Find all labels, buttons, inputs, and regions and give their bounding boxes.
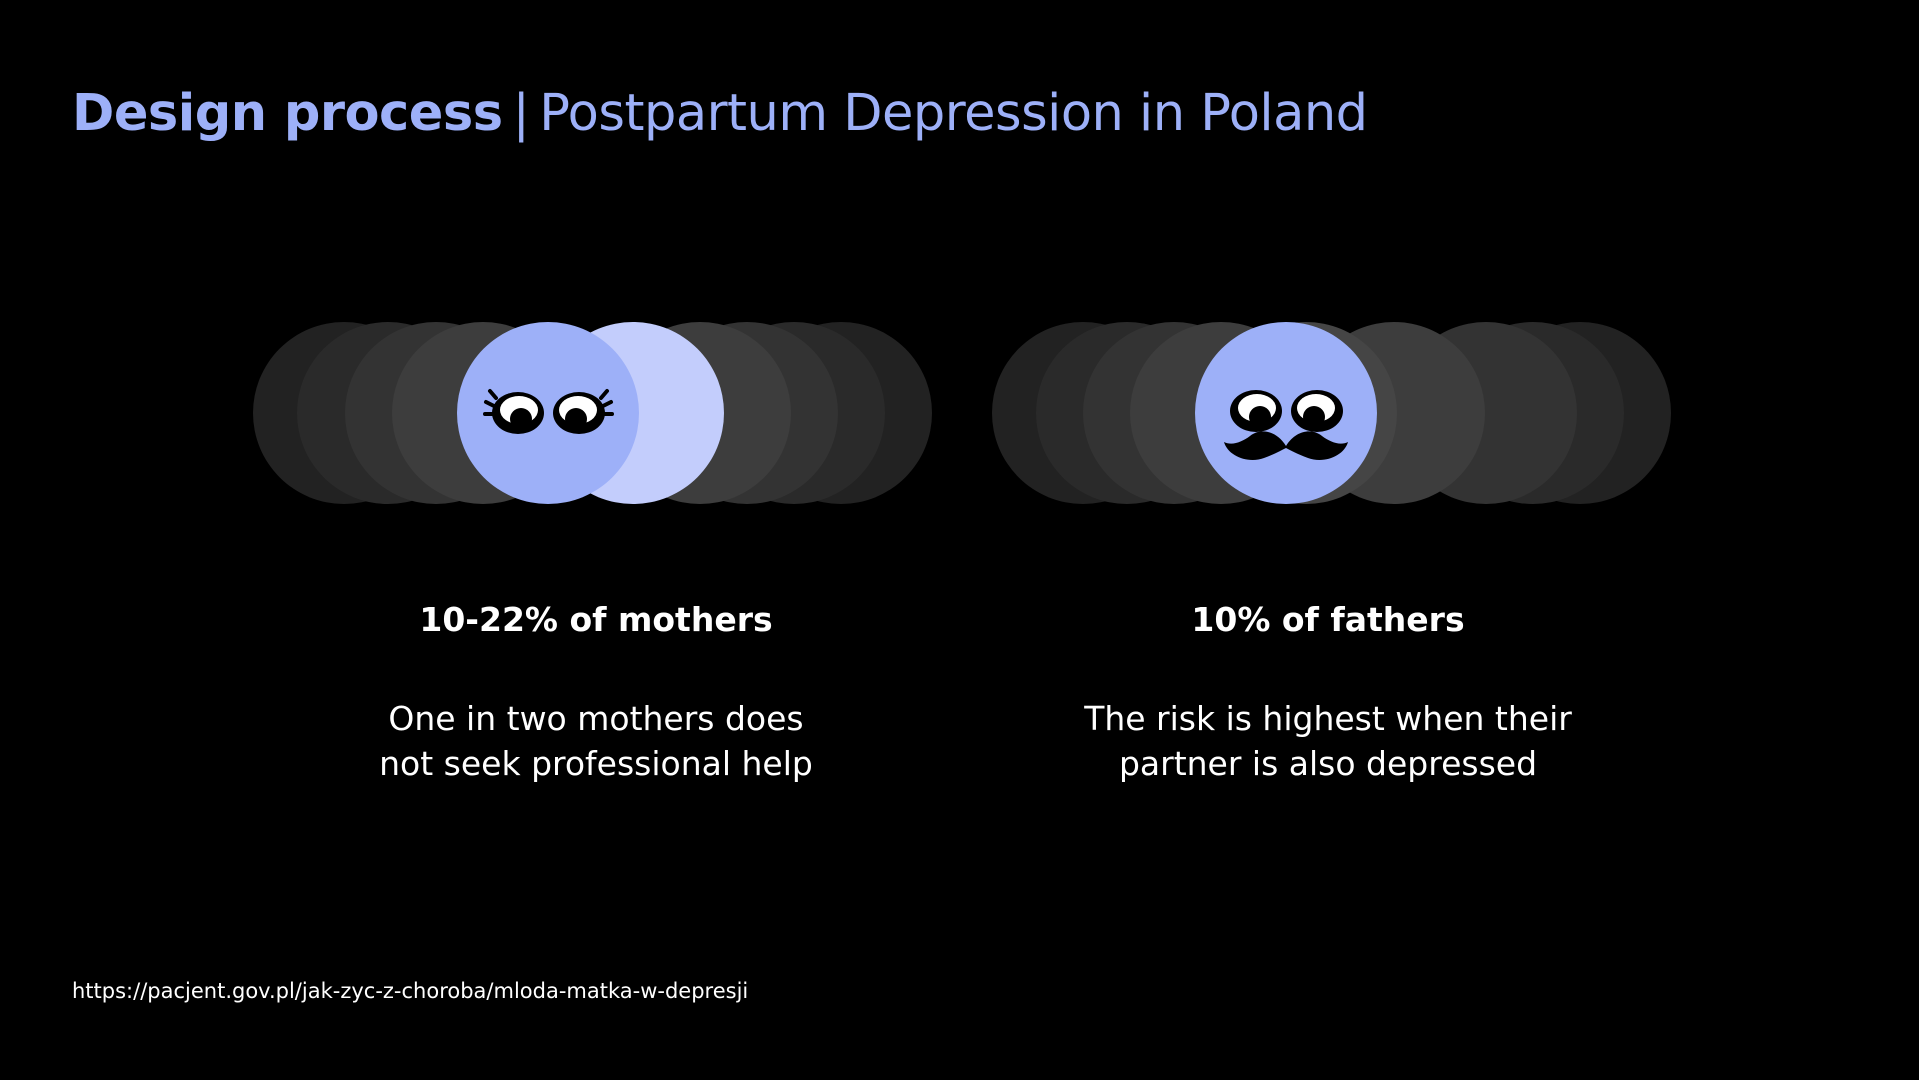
mothers-description-line1: One in two mothers does — [388, 699, 804, 738]
title-separator: | — [512, 84, 530, 143]
fathers-description-line2: partner is also depressed — [1118, 744, 1538, 783]
mothers-description-line2: not seek professional help — [379, 744, 813, 783]
mothers-stat: 10-22% of mothers — [419, 600, 773, 639]
title-subtitle: Postpartum Depression in Poland — [539, 84, 1368, 143]
right-eye — [553, 389, 614, 434]
fathers-illustration — [992, 318, 1672, 508]
face-circle — [457, 322, 639, 504]
mothers-description: One in two mothers does not seek profess… — [296, 696, 896, 786]
face-circle — [1195, 322, 1377, 504]
woman-face-icon — [253, 322, 932, 504]
fathers-description: The risk is highest when their partner i… — [1028, 696, 1628, 786]
fathers-description-line1: The risk is highest when their — [1084, 699, 1572, 738]
man-face-mustache-icon — [992, 322, 1671, 504]
title-bold: Design process — [72, 84, 503, 143]
source-link[interactable]: https://pacjent.gov.pl/jak-zyc-z-choroba… — [72, 979, 749, 1003]
left-eye — [483, 389, 544, 434]
right-eye — [1291, 390, 1343, 432]
mothers-illustration — [253, 318, 933, 508]
fathers-stat: 10% of fathers — [1191, 600, 1465, 639]
left-eye — [1230, 390, 1282, 432]
page-title: Design process | Postpartum Depression in … — [72, 78, 1368, 150]
mustache — [1224, 431, 1348, 461]
